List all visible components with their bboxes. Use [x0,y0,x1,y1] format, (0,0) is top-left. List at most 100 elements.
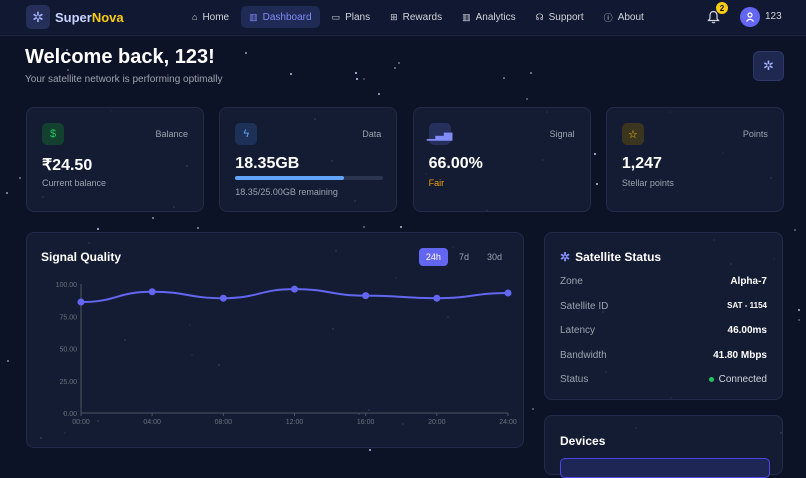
satellite-status-card: ✲ Satellite Status Zone Alpha-7 Satellite I… [544,232,783,400]
x-tick-label: 04:00 [143,419,161,426]
star-icon: ☆ [621,123,644,145]
device-item[interactable] [560,458,770,478]
signal-chart: 0.00 25.00 50.00 75.00 100.00 00:00 04:00 08:00… [56,282,517,426]
y-tick-label: 50.00 [59,347,77,354]
row-value-text: 41.80 Mbps [713,349,767,361]
nav-support[interactable]: ☊ Support [528,6,592,28]
user-icon [746,12,754,22]
avatar[interactable] [740,7,760,27]
star [6,359,9,362]
data-point [504,289,512,297]
star [798,318,801,321]
x-tick-label: 16:00 [357,419,375,426]
signal-bars-icon: ▁▃▅ [427,123,452,145]
row-value: Connected [708,374,767,385]
satellite-status-title: ✲ Satellite Status [560,250,661,264]
row-value: 41.80 Mbps [713,350,767,361]
satellite-logo-icon[interactable]: ✲ [26,5,50,29]
stat-sub: 18.35/25.00GB remaining [235,187,338,197]
nav-label: Rewards [402,11,443,23]
row-value-text: SAT - 1154 [727,300,767,310]
range-7d[interactable]: 7d [458,252,469,262]
x-tick-label: 08:00 [215,419,233,426]
star [196,227,199,230]
star [245,52,248,55]
data-point [219,294,227,302]
brand-nova: Nova [91,10,124,25]
row-value-text: Alpha-7 [730,276,767,287]
data-point [148,288,156,296]
devices-card: Devices [544,415,783,478]
data-point [291,285,298,293]
page-subtitle: Your satellite network is performing opt… [25,74,223,85]
stat-card-signal: ▁▃▅ Signal 66.00% Fair [412,107,591,212]
stat-card-balance: $ Balance ₹24.50 Current balance [26,107,204,212]
nav-rewards[interactable]: ⊞ Rewards [382,6,450,28]
brand[interactable]: SuperNova [55,10,124,25]
stat-label: Signal [549,129,575,139]
star [355,77,358,80]
satellite-icon: ✲ [560,250,571,264]
x-tick-label: 00:00 [72,419,90,426]
nav-dashboard[interactable]: ▥ Dashboard [241,6,320,28]
data-point [433,294,441,302]
satellite-status-label: Satellite Status [575,250,662,264]
stat-sub: Fair [428,178,445,188]
stat-value: 66.00% [428,155,483,172]
row-key: Latency [560,325,596,336]
y-tick-label: 100.00 [56,282,78,289]
star [289,72,292,75]
status-row-status: Status Connected [560,374,767,385]
plans-icon: ▭ [331,11,341,22]
star [66,68,69,71]
star [5,192,8,195]
star [794,228,797,231]
nav-label: About [617,11,644,23]
status-row-satellite-id: Satellite ID SAT - 1154 [560,301,767,312]
data-progress-bar [235,176,384,180]
user-name[interactable]: 123 [765,11,782,22]
row-key: Zone [560,276,583,287]
star [354,71,357,74]
stat-value: 18.35GB [235,155,300,172]
star [532,407,535,410]
chart-title: Signal Quality [41,250,122,264]
rewards-icon: ⊞ [390,11,398,22]
nav-home[interactable]: ⌂ Home [184,6,237,28]
home-icon: ⌂ [192,12,198,22]
range-tabs: 24h 7d 30d [418,248,509,266]
page-title: Welcome back, 123! [25,46,215,68]
x-tick-label: 24:00 [499,419,517,426]
status-row-latency: Latency 46.00ms [560,325,767,336]
bell-icon[interactable] [707,10,720,24]
y-tick-label: 0.00 [63,411,77,418]
star [526,97,529,100]
row-key: Bandwidth [560,349,607,361]
star [502,76,505,79]
star [594,152,597,155]
row-value-text: Connected [718,374,767,385]
star [378,92,381,95]
star [19,176,22,179]
range-24h[interactable]: 24h [418,248,448,266]
star [152,217,155,220]
star [797,308,800,311]
stat-card-data: ϟ Data 18.35GB 18.35/25.00GB remaining [219,107,398,212]
stat-value: 1,247 [621,155,662,172]
nav-label: Support [548,11,584,23]
nav-label: Dashboard [262,11,312,23]
range-30d[interactable]: 30d [486,252,502,262]
status-row-zone: Zone Alpha-7 [560,276,767,287]
signal-quality-card: Signal Quality 24h 7d 30d 0.00 25.00 50.00 75… [26,232,524,448]
satellite-button[interactable]: ✲ [753,51,784,81]
stat-label: Data [362,129,382,139]
nav-about[interactable]: ⓘ About [596,6,652,28]
dollar-icon: $ [42,123,64,145]
star [362,78,365,81]
star [529,72,532,75]
row-value: Alpha-7 [730,276,767,287]
stat-label: Points [742,129,768,139]
stat-card-points: ☆ Points 1,247 Stellar points [605,107,784,212]
nav-plans[interactable]: ▭ Plans [324,6,379,28]
nav-analytics[interactable]: ▥ Analytics [454,6,524,28]
